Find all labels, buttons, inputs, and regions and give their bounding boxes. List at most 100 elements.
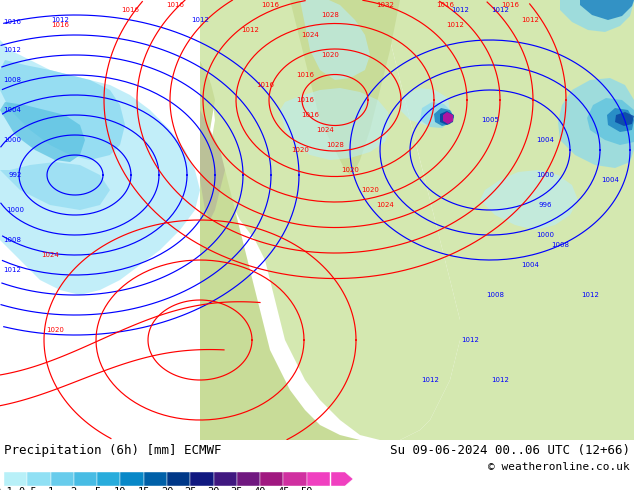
Text: © weatheronline.co.uk: © weatheronline.co.uk bbox=[488, 462, 630, 472]
Text: 1012: 1012 bbox=[521, 17, 539, 23]
Text: 1016: 1016 bbox=[501, 2, 519, 8]
Bar bbox=[167, 472, 190, 486]
Text: 1012: 1012 bbox=[461, 337, 479, 343]
Text: Su 09-06-2024 00..06 UTC (12+66): Su 09-06-2024 00..06 UTC (12+66) bbox=[390, 444, 630, 457]
Text: 20: 20 bbox=[161, 487, 173, 490]
Text: 1000: 1000 bbox=[536, 232, 554, 238]
Text: 40: 40 bbox=[254, 487, 266, 490]
Bar bbox=[260, 472, 283, 486]
Text: 1016: 1016 bbox=[256, 82, 274, 88]
Bar bbox=[97, 472, 120, 486]
Polygon shape bbox=[558, 78, 634, 168]
Text: 1016: 1016 bbox=[436, 2, 454, 8]
Text: 30: 30 bbox=[207, 487, 220, 490]
Text: 1008: 1008 bbox=[3, 237, 21, 243]
Bar bbox=[51, 472, 74, 486]
Text: 10: 10 bbox=[114, 487, 127, 490]
Text: 5: 5 bbox=[94, 487, 100, 490]
Polygon shape bbox=[587, 98, 634, 145]
Text: 1000: 1000 bbox=[6, 207, 24, 213]
Text: 1000: 1000 bbox=[536, 172, 554, 178]
Text: 25: 25 bbox=[184, 487, 197, 490]
Text: 1016: 1016 bbox=[301, 112, 319, 118]
Text: 992: 992 bbox=[8, 172, 22, 178]
Text: 15: 15 bbox=[138, 487, 150, 490]
Text: 1004: 1004 bbox=[521, 262, 539, 268]
Polygon shape bbox=[420, 102, 452, 128]
Text: 1024: 1024 bbox=[316, 127, 334, 133]
Text: 1008: 1008 bbox=[486, 292, 504, 298]
Text: 996: 996 bbox=[538, 202, 552, 208]
Polygon shape bbox=[200, 0, 460, 440]
Polygon shape bbox=[0, 0, 200, 295]
Text: 1000: 1000 bbox=[3, 137, 21, 143]
Text: 1004: 1004 bbox=[536, 137, 554, 143]
Polygon shape bbox=[480, 170, 578, 230]
Polygon shape bbox=[0, 60, 125, 160]
Text: 0.1: 0.1 bbox=[0, 487, 13, 490]
Text: 1008: 1008 bbox=[3, 77, 21, 83]
Text: 1032: 1032 bbox=[376, 2, 394, 8]
Polygon shape bbox=[300, 0, 370, 80]
Text: 1012: 1012 bbox=[241, 27, 259, 33]
Polygon shape bbox=[200, 0, 360, 440]
Text: 1012: 1012 bbox=[3, 267, 21, 273]
Polygon shape bbox=[615, 112, 634, 126]
Polygon shape bbox=[280, 88, 390, 160]
Text: 1020: 1020 bbox=[46, 327, 64, 333]
Polygon shape bbox=[0, 102, 85, 162]
Text: 1005: 1005 bbox=[481, 117, 499, 123]
Text: 1016: 1016 bbox=[296, 72, 314, 78]
Bar bbox=[237, 472, 260, 486]
Polygon shape bbox=[380, 0, 634, 440]
Text: 1: 1 bbox=[48, 487, 54, 490]
Text: 1012: 1012 bbox=[451, 7, 469, 13]
Polygon shape bbox=[607, 108, 634, 132]
Text: 1024: 1024 bbox=[301, 32, 319, 38]
Bar bbox=[4, 472, 27, 486]
Text: 0.5: 0.5 bbox=[18, 487, 37, 490]
Text: 1020: 1020 bbox=[361, 187, 379, 193]
Polygon shape bbox=[440, 111, 454, 125]
Text: 1012: 1012 bbox=[581, 292, 599, 298]
Text: 1012: 1012 bbox=[3, 47, 21, 53]
Text: 1028: 1028 bbox=[326, 142, 344, 148]
Text: 1012: 1012 bbox=[51, 17, 69, 23]
Text: 1016: 1016 bbox=[51, 22, 69, 28]
Polygon shape bbox=[200, 110, 225, 220]
Text: 1020: 1020 bbox=[341, 167, 359, 173]
Bar bbox=[74, 472, 97, 486]
Polygon shape bbox=[400, 88, 450, 125]
Text: 1008: 1008 bbox=[551, 242, 569, 248]
Text: 1012: 1012 bbox=[421, 377, 439, 383]
Text: 1020: 1020 bbox=[321, 52, 339, 58]
Bar bbox=[307, 472, 330, 486]
Polygon shape bbox=[443, 112, 453, 124]
Text: 50: 50 bbox=[301, 487, 313, 490]
Bar bbox=[214, 472, 237, 486]
Text: 1012: 1012 bbox=[491, 377, 509, 383]
Text: 1028: 1028 bbox=[321, 12, 339, 18]
Bar bbox=[283, 472, 307, 486]
Polygon shape bbox=[580, 0, 634, 20]
Bar bbox=[144, 472, 167, 486]
Text: 1016: 1016 bbox=[261, 2, 279, 8]
Text: 1004: 1004 bbox=[601, 177, 619, 183]
Bar bbox=[190, 472, 214, 486]
Bar bbox=[120, 472, 144, 486]
Text: 1020: 1020 bbox=[291, 147, 309, 153]
FancyArrow shape bbox=[331, 472, 353, 486]
Text: 1012: 1012 bbox=[491, 7, 509, 13]
Text: 1016: 1016 bbox=[3, 19, 21, 25]
Polygon shape bbox=[290, 0, 400, 175]
Polygon shape bbox=[434, 108, 454, 126]
Text: 1024: 1024 bbox=[41, 252, 59, 258]
Text: Precipitation (6h) [mm] ECMWF: Precipitation (6h) [mm] ECMWF bbox=[4, 444, 221, 457]
Text: 1012: 1012 bbox=[191, 17, 209, 23]
Polygon shape bbox=[0, 162, 110, 210]
Text: 1016: 1016 bbox=[166, 2, 184, 8]
Polygon shape bbox=[560, 0, 634, 32]
Text: 1016: 1016 bbox=[121, 7, 139, 13]
Text: 1016: 1016 bbox=[296, 97, 314, 103]
Bar bbox=[27, 472, 51, 486]
